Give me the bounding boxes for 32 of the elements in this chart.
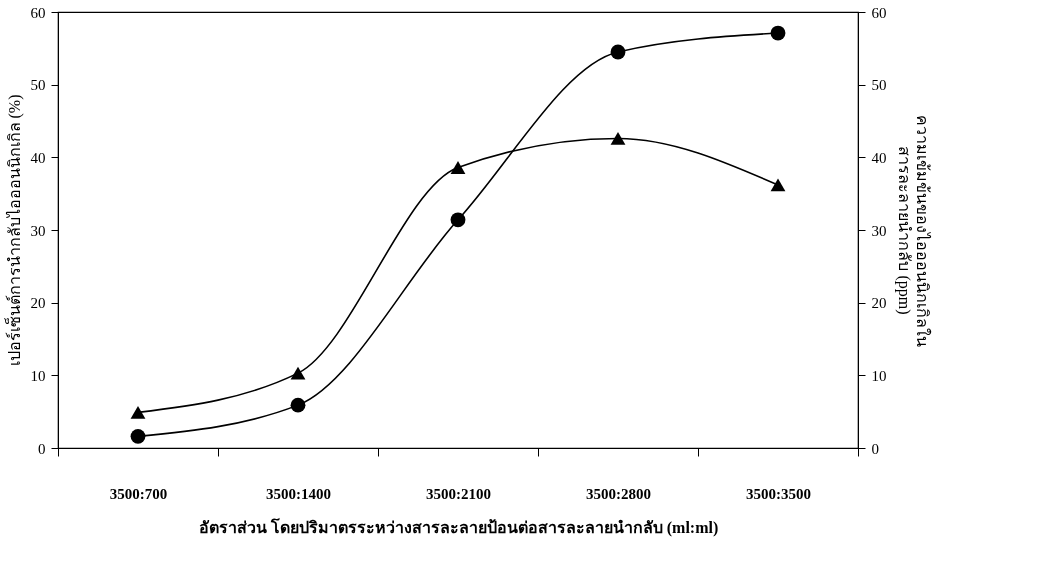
y-tick-label: 10 <box>30 367 46 384</box>
y-tick-label: 20 <box>30 295 46 312</box>
x-tick-label: 3500:3500 <box>746 485 811 502</box>
y2-tick-label: 60 <box>871 4 887 21</box>
point <box>770 25 786 41</box>
point <box>450 161 466 174</box>
y2-axis-title: ความเข้มข้นของไอออนนิกเกิลใน สารละลายนำกลับ (ppm) <box>894 114 932 347</box>
y-tick-label: 50 <box>30 77 46 94</box>
x-tick-label: 3500:1400 <box>266 485 331 502</box>
point <box>770 178 786 192</box>
x-tick-label: 3500:2800 <box>586 485 651 502</box>
point <box>610 132 626 145</box>
point <box>610 44 626 60</box>
y-tick-label: 40 <box>30 149 46 166</box>
point <box>130 405 146 419</box>
x-axis-title: อัตราส่วน โดยปริมาตรระหว่างสารละลายป้อนต่อสารละลายนำกลับ (ml:ml) <box>198 516 719 537</box>
y2-tick-label: 20 <box>871 295 887 312</box>
y2-tick-label: 0 <box>871 440 879 457</box>
y2-tick-label: 40 <box>871 149 887 166</box>
point <box>290 397 306 413</box>
y-tick-label: 60 <box>30 4 46 21</box>
y-axis-title: เปอร์เซ็นต์การนำกลับไอออนนิกเกิล (%) <box>3 94 24 367</box>
y2-tick-label: 50 <box>871 77 887 94</box>
y2-tick-label: 30 <box>871 222 887 239</box>
point <box>290 366 306 380</box>
y2-tick-label: 10 <box>871 367 887 384</box>
x-tick-label: 3500:2100 <box>426 485 491 502</box>
point <box>130 428 146 444</box>
x-tick-label: 3500:700 <box>109 485 168 502</box>
y-tick-label: 30 <box>30 222 46 239</box>
y-tick-label: 0 <box>38 440 46 457</box>
point <box>450 212 466 228</box>
